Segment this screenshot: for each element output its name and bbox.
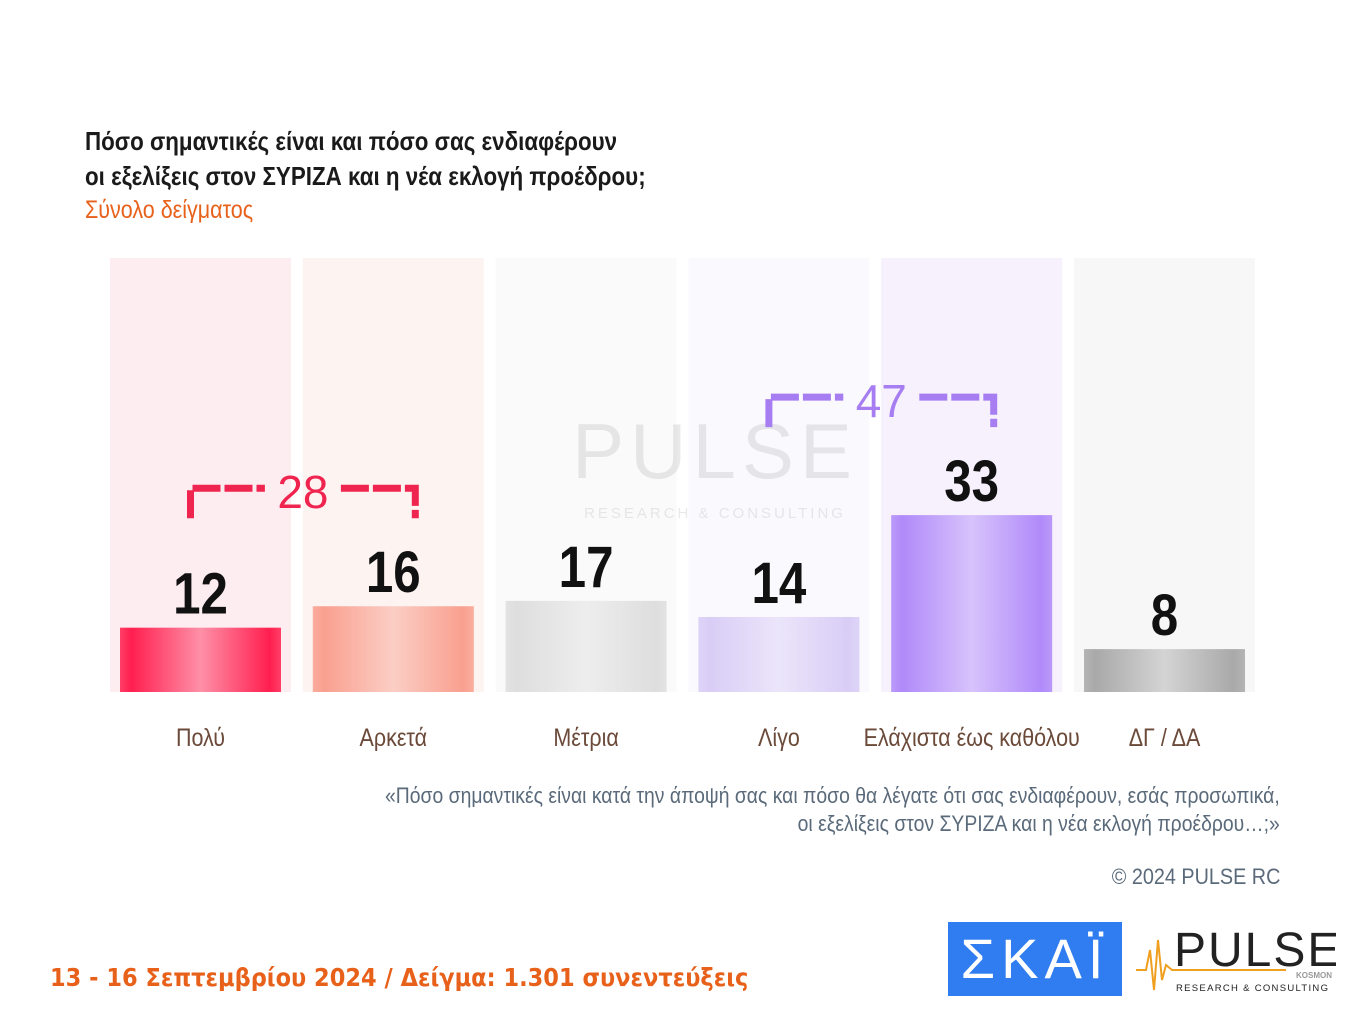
note-line-1: «Πόσο σημαντικές είναι κατά την άποψή σα… <box>385 783 1280 808</box>
category-label: Λίγο <box>758 723 800 751</box>
chart-subtitle: Σύνολο δείγματος <box>85 196 254 224</box>
bar-3 <box>698 616 860 692</box>
watermark: PULSE RESEARCH & CONSULTING <box>572 407 858 522</box>
survey-dates-sample: 13 - 16 Σεπτεμβρίου 2024 / Δείγμα: 1.301… <box>50 963 749 992</box>
chart-title: Πόσο σημαντικές είναι και πόσο σας ενδια… <box>85 124 646 194</box>
group-total-label: 47 <box>856 375 907 427</box>
svg-text:RESEARCH & CONSULTING: RESEARCH & CONSULTING <box>584 505 846 522</box>
bar-1 <box>312 606 474 692</box>
category-label: Ελάχιστα έως καθόλου <box>864 723 1080 751</box>
pulse-logo: PULSE KOSMON RESEARCH & CONSULTING <box>1136 924 1336 994</box>
title-line-1: Πόσο σημαντικές είναι και πόσο σας ενδια… <box>85 126 618 156</box>
category-label: Μέτρια <box>553 723 618 751</box>
data-label: 17 <box>559 535 614 600</box>
data-label: 16 <box>366 541 421 606</box>
column-background <box>1074 258 1255 692</box>
bar-chart: PULSE RESEARCH & CONSULTING 12 Πολύ 16 Αρκε… <box>110 258 1255 752</box>
category-label: ΔΓ / ΔΑ <box>1129 723 1201 751</box>
title-line-2: οι εξελίξεις στον ΣΥΡΙΖΑ και η νέα εκλογ… <box>85 161 646 191</box>
question-note: «Πόσο σημαντικές είναι κατά την άποψή σα… <box>385 782 1280 838</box>
group-bracket <box>765 393 998 428</box>
data-label: 14 <box>751 551 806 616</box>
svg-text:KOSMON: KOSMON <box>1296 971 1332 980</box>
svg-text:RESEARCH & CONSULTING: RESEARCH & CONSULTING <box>1176 983 1329 994</box>
column-background <box>110 258 291 692</box>
data-label: 12 <box>173 562 228 627</box>
data-label: 33 <box>944 449 999 514</box>
svg-text:PULSE: PULSE <box>1174 924 1336 977</box>
bar-0 <box>120 627 281 692</box>
skai-logo: ΣΚΑΪ <box>948 922 1122 996</box>
bar-4 <box>891 515 1053 692</box>
svg-text:PULSE: PULSE <box>572 407 858 495</box>
copyright: © 2024 PULSE RC <box>1111 864 1280 889</box>
category-label: Αρκετά <box>360 723 427 751</box>
data-label: 8 <box>1151 583 1178 648</box>
note-line-2: οι εξελίξεις στον ΣΥΡΙΖΑ και η νέα εκλογ… <box>797 811 1280 836</box>
category-label: Πολύ <box>176 723 225 751</box>
bar-2 <box>505 600 667 692</box>
group-total-label: 28 <box>277 466 328 518</box>
group-bracket <box>187 484 419 519</box>
bar-5 <box>1084 649 1245 692</box>
